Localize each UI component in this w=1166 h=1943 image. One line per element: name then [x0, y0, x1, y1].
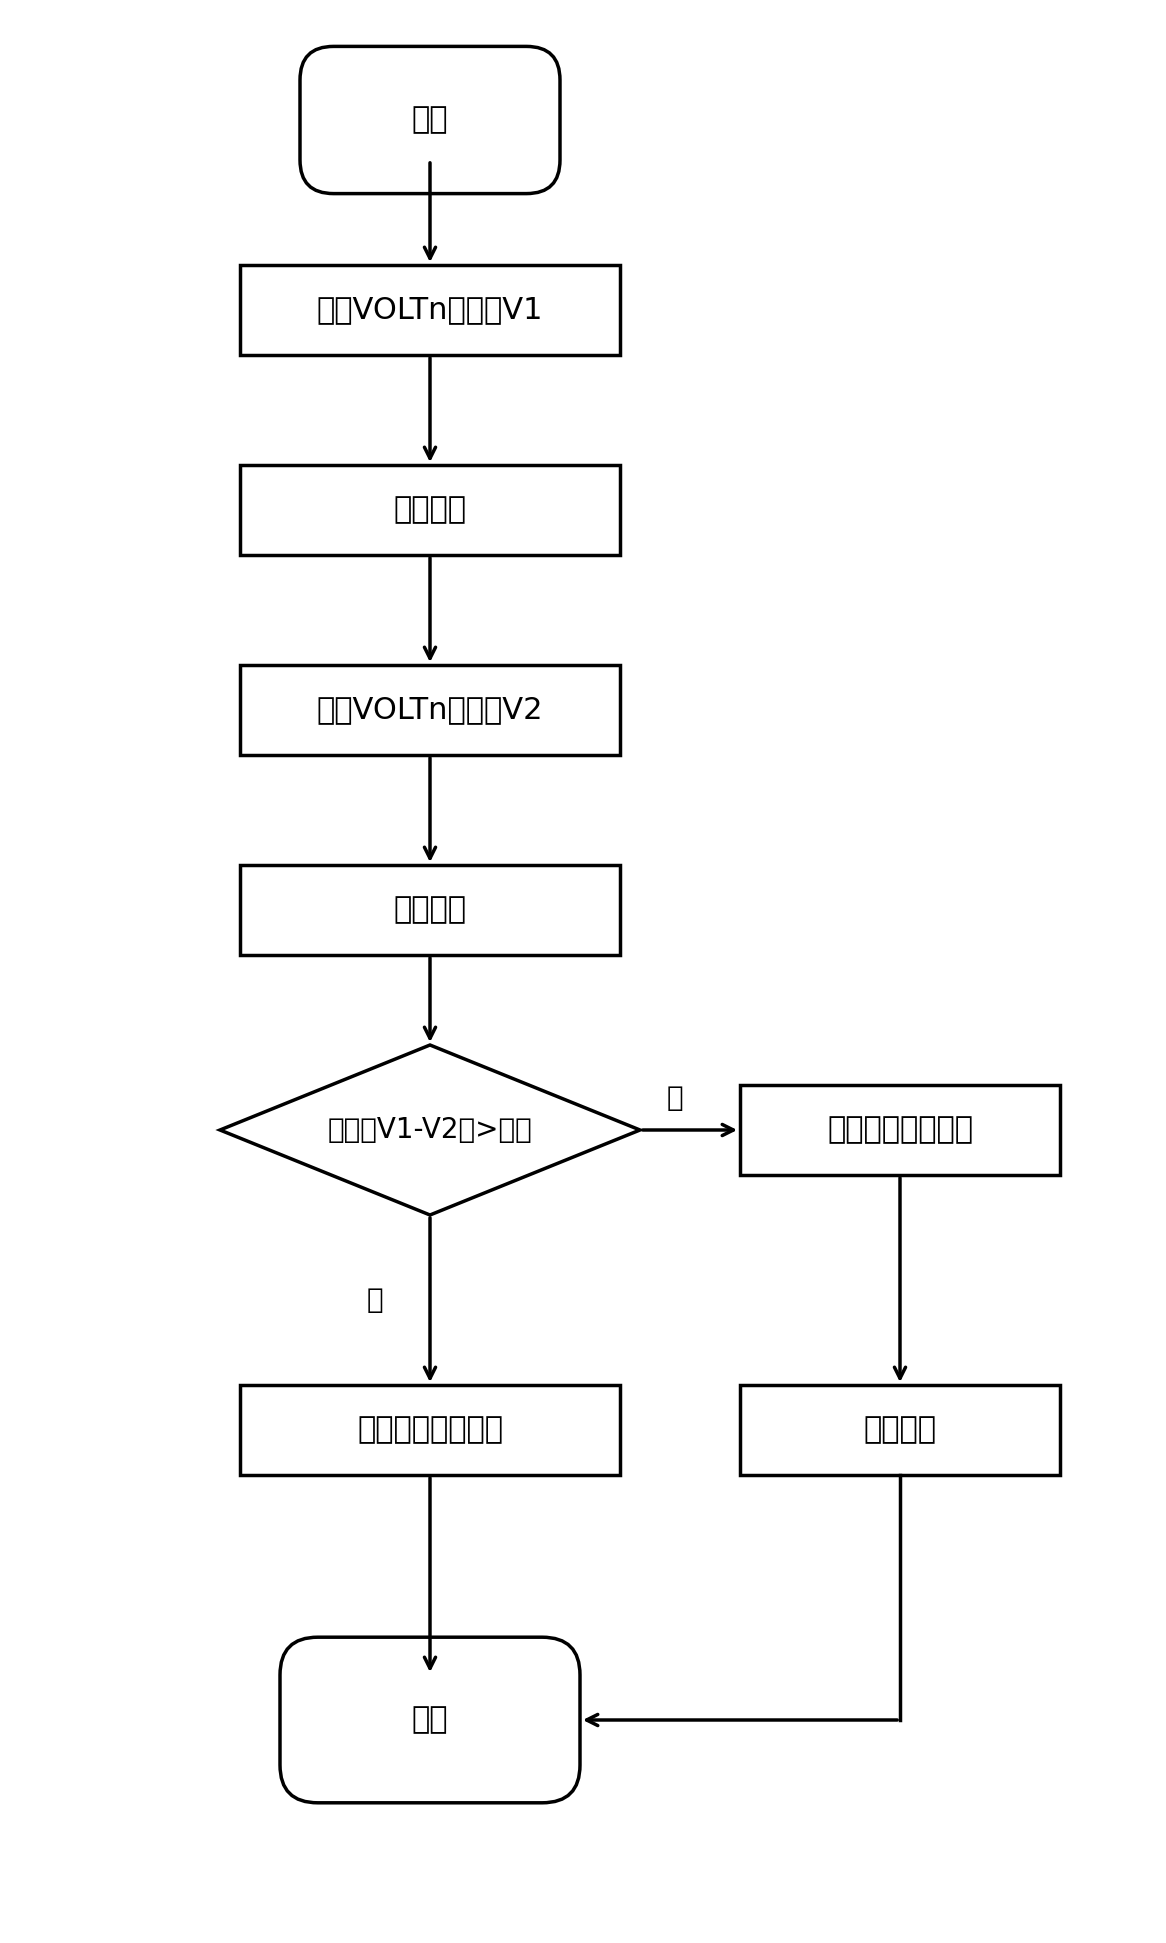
Text: 开始: 开始: [412, 105, 448, 134]
Text: 结束: 结束: [412, 1706, 448, 1735]
Text: 关闭均衡: 关闭均衡: [393, 896, 466, 925]
Text: 两侧VOLTn的电压V2: 两侧VOLTn的电压V2: [317, 696, 543, 725]
Text: 判断（V1-V2）>阈值: 判断（V1-V2）>阈值: [328, 1115, 533, 1144]
FancyBboxPatch shape: [300, 47, 560, 194]
Text: 电子开关单元正常: 电子开关单元正常: [357, 1416, 503, 1444]
Text: 否: 否: [667, 1084, 683, 1111]
Bar: [740, 1084, 1060, 1176]
Text: 测量VOLTn的电压V1: 测量VOLTn的电压V1: [317, 295, 543, 324]
Bar: [740, 1385, 1060, 1475]
Bar: [240, 264, 620, 356]
Text: 启动报警: 启动报警: [864, 1416, 936, 1444]
Text: 开始均衡: 开始均衡: [393, 495, 466, 525]
Bar: [240, 464, 620, 556]
Bar: [240, 865, 620, 956]
Text: 电子开关单元失效: 电子开关单元失效: [827, 1115, 972, 1144]
Polygon shape: [220, 1045, 640, 1214]
Text: 是: 是: [366, 1286, 384, 1313]
FancyBboxPatch shape: [280, 1638, 580, 1803]
Bar: [240, 1385, 620, 1475]
Bar: [240, 665, 620, 756]
